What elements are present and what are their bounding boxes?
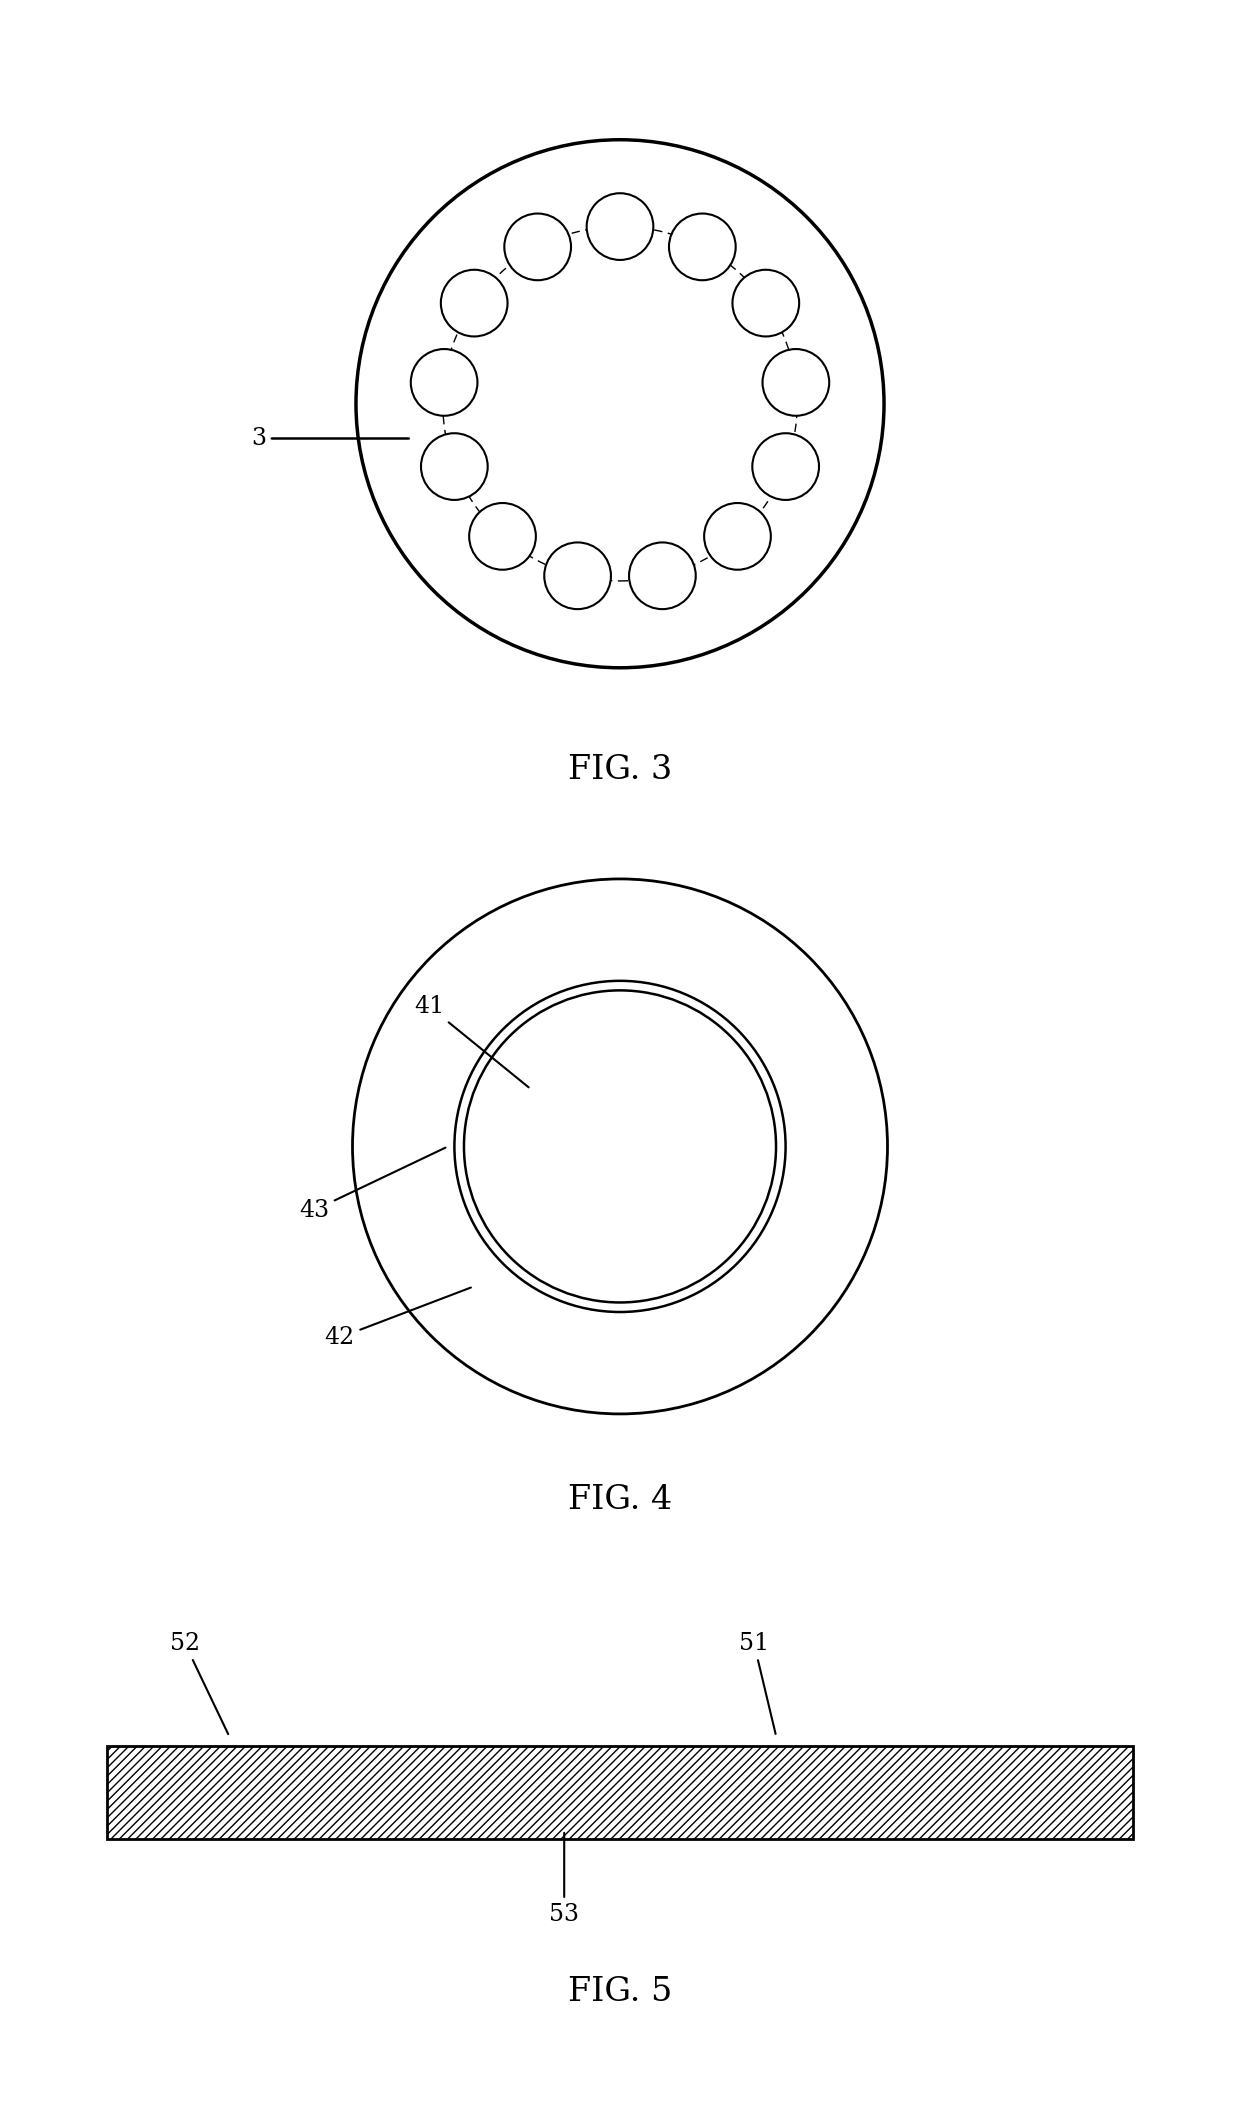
- Circle shape: [469, 503, 536, 569]
- Bar: [107, 1745, 1133, 1839]
- Text: 53: 53: [549, 1832, 579, 1926]
- Text: 41: 41: [414, 996, 528, 1087]
- Circle shape: [670, 214, 735, 280]
- Text: 42: 42: [325, 1287, 471, 1348]
- Circle shape: [629, 543, 696, 609]
- Text: 52: 52: [170, 1633, 228, 1734]
- Text: 43: 43: [299, 1149, 445, 1221]
- Circle shape: [505, 214, 570, 280]
- Text: FIG. 3: FIG. 3: [568, 754, 672, 786]
- Circle shape: [441, 270, 507, 335]
- Text: FIG. 5: FIG. 5: [568, 1977, 672, 2008]
- Circle shape: [422, 433, 487, 499]
- Circle shape: [587, 193, 653, 259]
- Text: FIG. 4: FIG. 4: [568, 1484, 672, 1516]
- Circle shape: [753, 433, 818, 499]
- Circle shape: [704, 503, 771, 569]
- Circle shape: [410, 348, 477, 416]
- Text: 51: 51: [739, 1633, 775, 1734]
- Circle shape: [544, 543, 611, 609]
- Text: 3: 3: [252, 427, 409, 450]
- Circle shape: [733, 270, 799, 335]
- Circle shape: [763, 348, 830, 416]
